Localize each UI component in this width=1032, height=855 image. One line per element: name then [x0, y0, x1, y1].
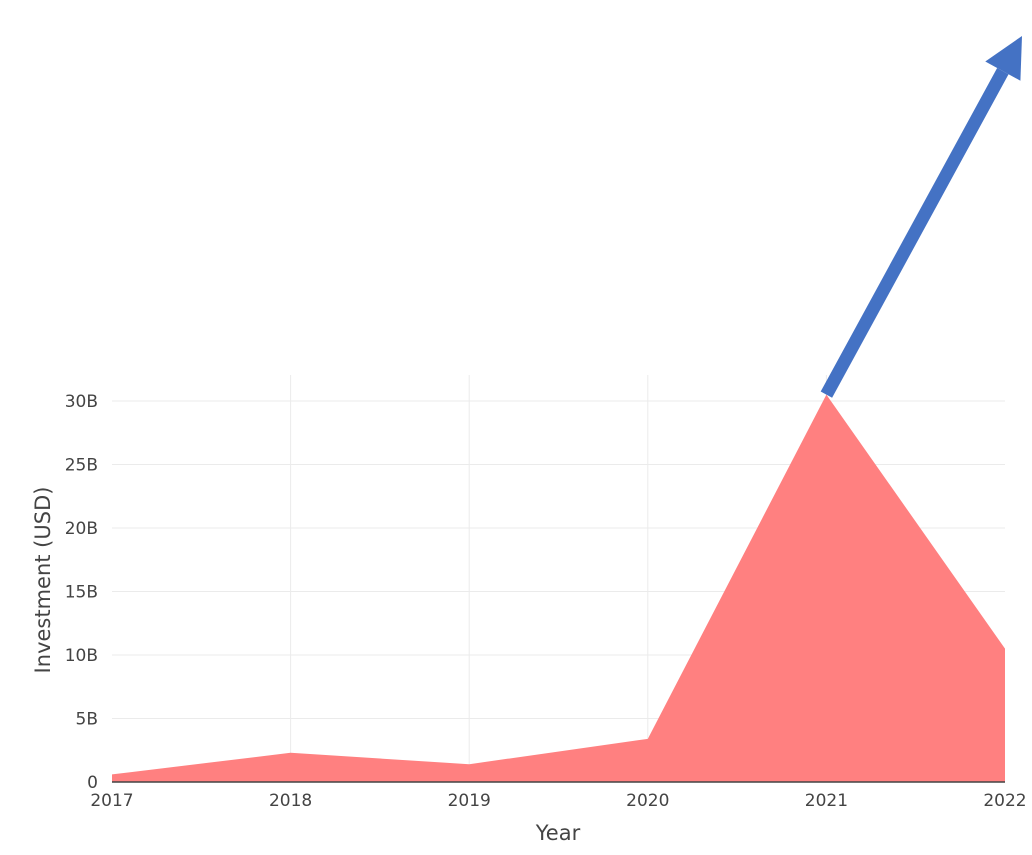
area-layer — [111, 394, 1006, 782]
y-tick-label: 5B — [76, 710, 98, 730]
y-tick-label: 15B — [65, 583, 98, 603]
annotation-layer — [820, 36, 1022, 398]
area-series — [112, 394, 1005, 782]
y-tick-label: 0 — [87, 773, 98, 793]
trend-arrow-head — [985, 36, 1022, 81]
y-tick-label: 30B — [65, 392, 98, 412]
y-axis-title: Investment (USD) — [31, 487, 55, 674]
x-tick-label: 2017 — [90, 791, 133, 811]
x-tick-label: 2019 — [448, 791, 491, 811]
y-tick-label: 25B — [65, 456, 98, 476]
y-tick-label: 10B — [65, 646, 98, 666]
label-layer: 0 5B 10B 15B 20B 25B 30B 2017 2018 2019 2020 2021 20… — [65, 392, 1027, 811]
x-tick-label: 2018 — [269, 791, 312, 811]
x-tick-label: 2021 — [805, 791, 848, 811]
x-axis-title: Year — [535, 821, 581, 845]
trend-arrow — [820, 36, 1022, 398]
trend-arrow-shaft — [820, 68, 1009, 398]
x-tick-label: 2022 — [983, 791, 1026, 811]
y-tick-label: 20B — [65, 519, 98, 539]
x-tick-label: 2020 — [626, 791, 669, 811]
